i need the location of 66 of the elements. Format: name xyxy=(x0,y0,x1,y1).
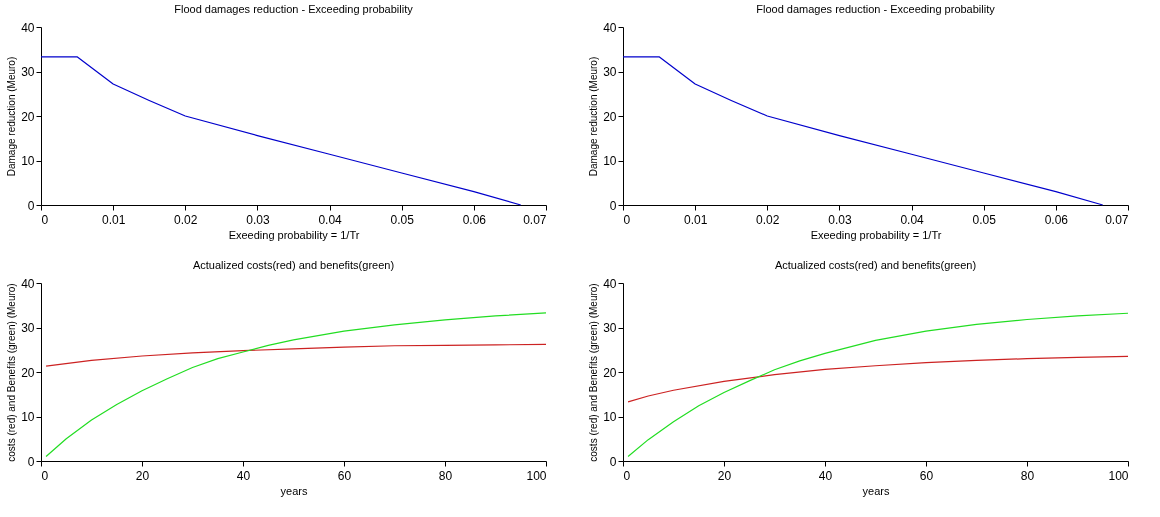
x-tick-label: 40 xyxy=(818,468,833,483)
x-tick-label: 0.07 xyxy=(523,212,547,227)
x-tick-label: 0 xyxy=(41,212,49,227)
x-tick-label: 60 xyxy=(919,468,934,483)
x-tick-label: 0.04 xyxy=(900,212,925,227)
x-tick-label: 100 xyxy=(526,468,547,483)
x-tick-label: 0.01 xyxy=(101,212,126,227)
y-axis-title: Damage reduction (Meuro) xyxy=(6,56,18,177)
x-tick-label: 100 xyxy=(1108,468,1129,483)
x-tick-label: 0.05 xyxy=(390,212,415,227)
y-tick-label: 10 xyxy=(21,154,35,168)
x-tick-label: 0.05 xyxy=(972,212,997,227)
y-tick-label: 20 xyxy=(603,109,617,124)
x-tick-label: 0.06 xyxy=(462,212,487,227)
x-tick-label: 40 xyxy=(236,468,251,483)
y-tick-label: 10 xyxy=(603,410,617,424)
y-tick-label: 40 xyxy=(603,20,617,35)
chart-title: Flood damages reduction - Exceeding probability xyxy=(174,3,414,15)
y-tick-label: 30 xyxy=(21,65,35,79)
x-tick-label: 20 xyxy=(717,468,732,483)
x-tick-label: 0.02 xyxy=(756,212,780,227)
x-tick-label: 80 xyxy=(438,468,453,483)
x-tick-label: 0.02 xyxy=(174,212,198,227)
line-series xyxy=(627,312,1129,458)
y-tick-label: 0 xyxy=(27,454,35,469)
chart-title: Actualized costs(red) and benefits(green) xyxy=(192,259,395,271)
chart-title: Flood damages reduction - Exceeding probability xyxy=(756,3,996,15)
x-axis-title: years xyxy=(862,484,890,497)
x-tick-label: 20 xyxy=(135,468,150,483)
x-tick-label: 0.03 xyxy=(246,212,270,227)
x-tick-label: 0.03 xyxy=(828,212,852,227)
y-tick-label: 40 xyxy=(21,20,35,35)
y-tick-label: 20 xyxy=(21,109,35,124)
y-tick-label: 40 xyxy=(603,276,617,291)
line-series xyxy=(45,343,547,367)
line-series xyxy=(627,355,1129,403)
x-tick-label: 0.04 xyxy=(318,212,343,227)
x-tick-label: 0 xyxy=(623,212,631,227)
y-tick-label: 0 xyxy=(609,198,617,213)
x-tick-label: 60 xyxy=(337,468,352,483)
y-axis-title: costs (red) and Benefits (green) (Meuro) xyxy=(588,283,600,462)
x-tick-label: 0.01 xyxy=(683,212,708,227)
x-axis-title: Exeeding probability = 1/Tr xyxy=(228,228,360,241)
line-series xyxy=(40,56,522,206)
y-tick-label: 0 xyxy=(27,198,35,213)
line-series xyxy=(622,56,1104,206)
y-tick-label: 20 xyxy=(21,365,35,380)
chart-title: Actualized costs(red) and benefits(green) xyxy=(774,259,977,271)
line-series xyxy=(45,312,547,458)
y-tick-label: 30 xyxy=(603,321,617,335)
x-tick-label: 0.06 xyxy=(1044,212,1069,227)
y-tick-label: 30 xyxy=(603,65,617,79)
x-axis-title: Exeeding probability = 1/Tr xyxy=(810,228,942,241)
x-axis-title: years xyxy=(280,484,308,497)
y-tick-label: 0 xyxy=(609,454,617,469)
x-tick-label: 80 xyxy=(1020,468,1035,483)
x-tick-label: 0 xyxy=(41,468,49,483)
y-tick-label: 10 xyxy=(603,154,617,168)
y-tick-label: 40 xyxy=(21,276,35,291)
y-tick-label: 20 xyxy=(603,365,617,380)
y-axis-title: costs (red) and Benefits (green) (Meuro) xyxy=(6,283,18,462)
y-tick-label: 10 xyxy=(21,410,35,424)
x-tick-label: 0.07 xyxy=(1105,212,1129,227)
x-tick-label: 0 xyxy=(623,468,631,483)
y-axis-title: Damage reduction (Meuro) xyxy=(588,56,600,177)
y-tick-label: 30 xyxy=(21,321,35,335)
